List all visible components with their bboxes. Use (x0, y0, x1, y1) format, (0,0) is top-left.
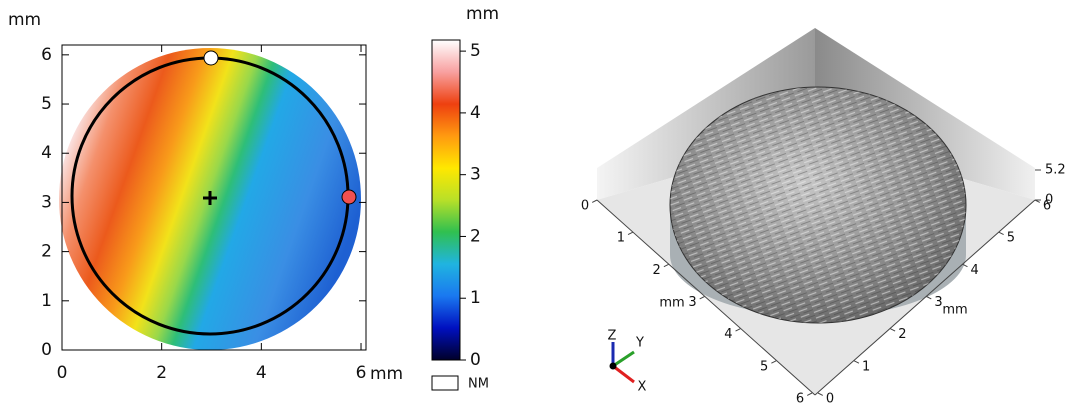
colorbar-tick-label: 2 (470, 226, 481, 246)
z-tick-label: 0 (1045, 193, 1053, 208)
x-tick-label: 1 (862, 359, 870, 374)
y-tick (591, 199, 598, 203)
x-tick (962, 263, 968, 268)
back-wall-left (597, 28, 815, 200)
colorbar-tick-label: 0 (470, 350, 481, 370)
y-tick (699, 296, 705, 300)
x-tick (817, 392, 824, 396)
y-tick-label: 1 (617, 231, 625, 246)
y-tick-label: 3 (688, 295, 696, 310)
y-tick-label: 1 (41, 291, 52, 311)
triad-label: X (638, 380, 647, 395)
plot-frame (61, 44, 367, 351)
x-tick (998, 231, 1004, 236)
center-cross (203, 191, 217, 205)
no-data-label: NM (468, 377, 489, 392)
x-tick-label: 0 (826, 392, 834, 403)
x-tick-label: 3 (934, 295, 942, 310)
x-axis-unit: mm (370, 364, 403, 384)
y-tick (663, 263, 669, 268)
y-axis-label: mm (8, 10, 41, 30)
colorbar-tick-label: 1 (470, 288, 481, 308)
colorbar-label: mm (466, 4, 499, 24)
y-tick-label: 4 (41, 143, 52, 163)
marker-top (203, 50, 219, 66)
y-tick (806, 392, 813, 396)
x-axis-label: mm (942, 303, 967, 318)
colorbar-tick-label: 4 (470, 103, 481, 123)
y-tick-label: 2 (41, 242, 52, 262)
axis-line (596, 199, 816, 396)
y-tick-label: 2 (653, 263, 661, 278)
y-tick-label: 3 (41, 192, 52, 212)
x-tick-label: 4 (971, 263, 979, 278)
axis-triad: X Y Z (608, 329, 647, 395)
z-tick-label: 5.2 (1045, 163, 1066, 178)
colorbar-tick-label: 3 (470, 165, 481, 185)
x-tick (890, 328, 896, 332)
marker-right (341, 189, 357, 205)
colorbar (431, 39, 461, 361)
y-tick-label: 5 (760, 359, 768, 374)
no-data-swatch (431, 375, 459, 391)
x-tick-label: 6 (1043, 199, 1051, 214)
y-tick-label: 4 (724, 327, 732, 342)
x-tick-label: 5 (1007, 231, 1015, 246)
x-tick-label: 6 (356, 363, 367, 383)
y-tick (735, 328, 741, 332)
x-tick-label: 4 (256, 363, 267, 383)
y-axis-label: mm (659, 296, 684, 311)
back-wall-right (815, 28, 1035, 200)
x-tick-label: 2 (898, 327, 906, 342)
y-tick-label: 6 (41, 45, 52, 65)
triad-label: Y (635, 336, 644, 351)
axis-line (814, 199, 1036, 396)
y-tick-label: 5 (41, 94, 52, 114)
surface-texture (670, 87, 966, 323)
y-tick-label: 0 (41, 340, 52, 360)
colorbar-tick-label: 5 (470, 41, 481, 61)
y-tick (771, 360, 777, 364)
y-tick (627, 231, 634, 236)
x-tick-label: 0 (57, 363, 68, 383)
x-tick (926, 296, 932, 300)
y-tick-label: 0 (581, 199, 589, 214)
surface-3d (597, 28, 1035, 395)
x-tick-label: 2 (156, 363, 167, 383)
x-tick (853, 360, 860, 364)
y-tick-label: 6 (796, 392, 804, 403)
triad-label: Z (608, 329, 617, 344)
